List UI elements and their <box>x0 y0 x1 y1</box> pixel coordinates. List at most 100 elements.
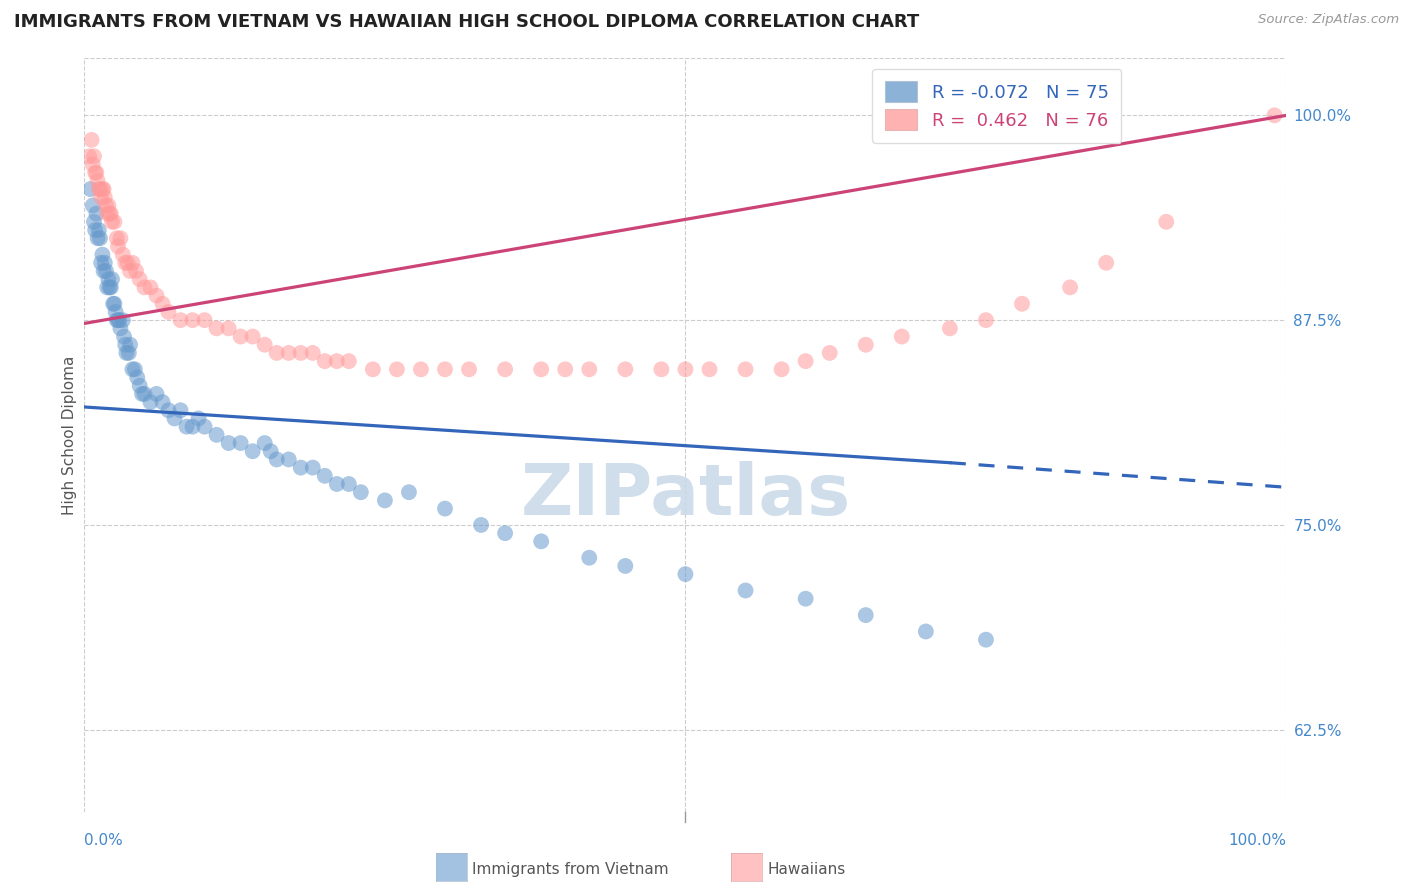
Point <box>139 280 162 294</box>
Point <box>266 346 288 360</box>
Point <box>1011 297 1033 311</box>
Point <box>83 149 105 163</box>
Point <box>361 362 384 376</box>
Point <box>194 419 217 434</box>
Point <box>385 362 408 376</box>
Point <box>93 264 115 278</box>
Point <box>434 501 457 516</box>
Point <box>458 362 481 376</box>
Point <box>818 346 841 360</box>
Point <box>242 329 264 343</box>
Point <box>103 297 125 311</box>
Text: IMMIGRANTS FROM VIETNAM VS HAWAIIAN HIGH SCHOOL DIPLOMA CORRELATION CHART: IMMIGRANTS FROM VIETNAM VS HAWAIIAN HIGH… <box>14 13 920 31</box>
Point <box>97 272 120 286</box>
Point <box>118 346 141 360</box>
Point <box>398 485 420 500</box>
Point <box>890 329 912 343</box>
Point <box>84 166 107 180</box>
Point <box>181 313 204 327</box>
Point <box>974 632 997 647</box>
Point <box>266 452 288 467</box>
Point <box>101 272 124 286</box>
Point <box>96 207 118 221</box>
Point <box>205 427 228 442</box>
Point <box>121 256 143 270</box>
Point <box>314 468 336 483</box>
Point <box>115 346 138 360</box>
Point <box>650 362 672 376</box>
Point <box>163 411 186 425</box>
Point <box>87 223 110 237</box>
Point <box>1095 256 1118 270</box>
Point <box>145 288 167 302</box>
Text: Source: ZipAtlas.com: Source: ZipAtlas.com <box>1258 13 1399 27</box>
Point <box>145 387 167 401</box>
Point <box>675 362 697 376</box>
Point <box>187 411 209 425</box>
Point <box>614 558 637 573</box>
Point <box>169 403 191 417</box>
Point <box>98 280 121 294</box>
Point <box>97 198 120 212</box>
Legend: R = -0.072   N = 75, R =  0.462   N = 76: R = -0.072 N = 75, R = 0.462 N = 76 <box>872 69 1121 143</box>
Point <box>82 198 104 212</box>
Point <box>96 280 118 294</box>
Point <box>770 362 793 376</box>
Point <box>89 231 111 245</box>
Point <box>125 264 148 278</box>
Text: 0.0%: 0.0% <box>84 833 124 848</box>
Point <box>98 207 121 221</box>
Point <box>91 247 114 261</box>
Point <box>152 395 174 409</box>
Point <box>494 362 516 376</box>
Point <box>114 256 136 270</box>
Point <box>93 182 115 196</box>
Point <box>301 346 323 360</box>
Point <box>94 190 117 204</box>
Point <box>734 583 756 598</box>
Point <box>974 313 997 327</box>
Point <box>112 329 135 343</box>
Point <box>124 362 146 376</box>
Point <box>114 337 136 351</box>
Point <box>434 362 457 376</box>
Point <box>253 436 276 450</box>
Point <box>494 526 516 541</box>
Point <box>86 231 108 245</box>
Point <box>100 280 122 294</box>
Point <box>111 247 134 261</box>
Point <box>86 207 108 221</box>
Point <box>337 477 360 491</box>
Point <box>277 346 299 360</box>
Point <box>94 198 117 212</box>
Point <box>134 280 156 294</box>
Point <box>242 444 264 458</box>
Point <box>470 518 492 533</box>
Point <box>314 354 336 368</box>
Point <box>1059 280 1081 294</box>
Point <box>108 313 131 327</box>
Point <box>915 624 938 639</box>
Point <box>176 419 198 434</box>
Point <box>104 305 127 319</box>
Point <box>939 321 962 335</box>
Point <box>855 337 877 351</box>
Text: Hawaiians: Hawaiians <box>768 863 846 877</box>
Point <box>1156 215 1178 229</box>
Point <box>118 337 141 351</box>
Point <box>734 362 756 376</box>
Point <box>94 256 117 270</box>
Point <box>86 174 108 188</box>
Point <box>205 321 228 335</box>
Point <box>614 362 637 376</box>
Point <box>409 362 432 376</box>
Point <box>110 231 132 245</box>
Point <box>326 354 349 368</box>
Point <box>169 313 191 327</box>
Point <box>290 346 312 360</box>
Point <box>699 362 721 376</box>
Point <box>91 182 114 196</box>
Point <box>260 444 283 458</box>
Point <box>118 264 141 278</box>
Point <box>127 370 149 384</box>
